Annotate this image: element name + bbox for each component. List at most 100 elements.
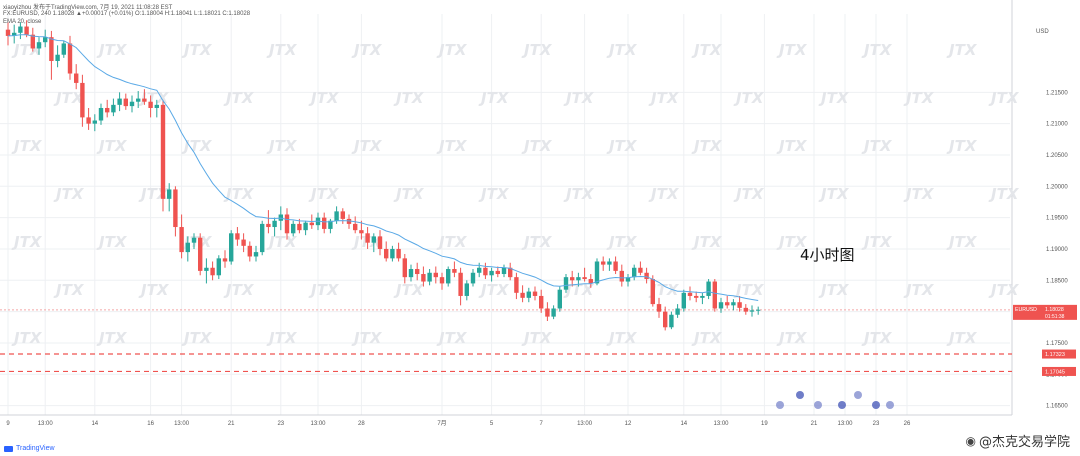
candle-body [557, 289, 562, 309]
watermark-text: JTX [181, 329, 213, 347]
candle-body [309, 222, 314, 226]
watermark-text: JTX [648, 185, 680, 203]
candle-body [619, 270, 624, 282]
candle-body [452, 269, 457, 273]
candle-body [241, 239, 246, 246]
candle-body [570, 277, 575, 281]
candle-body [632, 267, 637, 278]
y-tick-label: 1.18500 [1046, 278, 1068, 284]
candle-body [743, 307, 748, 312]
candle-body [415, 269, 420, 275]
watermark-text: JTX [861, 41, 893, 59]
watermark-text: JTX [53, 89, 85, 107]
watermark-text: JTX [223, 185, 255, 203]
watermark-text: JTX [606, 137, 638, 155]
y-tick-label: 1.19500 [1046, 216, 1068, 222]
candle-body [520, 292, 525, 298]
candle-body [92, 120, 97, 124]
candle-body [18, 26, 23, 33]
event-flag-icon [854, 391, 862, 399]
watermark-text: JTX [393, 185, 425, 203]
watermark-text: JTX [606, 233, 638, 251]
candle-body [421, 274, 426, 282]
candle-body [700, 295, 705, 298]
watermark-text: JTX [903, 89, 935, 107]
watermark-text: JTX [96, 41, 128, 59]
candle-body [123, 98, 128, 107]
y-tick-label: 1.19000 [1046, 247, 1068, 253]
tradingview-label: TradingView [16, 445, 55, 452]
x-tick-label: 13:00 [174, 421, 190, 427]
watermark-text: JTX [691, 329, 723, 347]
x-tick-label: 13:00 [310, 421, 326, 427]
watermark-text: JTX [266, 233, 298, 251]
watermark-text: JTX [308, 185, 340, 203]
tradingview-logo[interactable]: TradingView [4, 445, 55, 452]
candle-body [30, 34, 35, 49]
watermark-text: JTX [648, 281, 680, 299]
x-tick-label: 21 [811, 421, 818, 427]
candle-body [377, 236, 383, 249]
candle-body [86, 117, 91, 124]
candle-body [551, 308, 556, 317]
ema-line [7, 34, 759, 301]
footer-credit: ◉ @杰克交易学院 [965, 431, 1071, 451]
candle-body [36, 42, 42, 49]
watermark-text: JTX [96, 329, 128, 347]
watermark-text: JTX [138, 281, 170, 299]
tradingview-icon [4, 445, 13, 452]
watermark-text: JTX [521, 41, 553, 59]
current-price-tag-bg [1013, 304, 1077, 320]
candle-body [80, 82, 85, 118]
watermark-text: JTX [393, 89, 425, 107]
watermark-text: JTX [436, 329, 468, 347]
watermark-text: JTX [818, 89, 850, 107]
candle-body [644, 272, 649, 280]
grid-layer [0, 0, 1013, 416]
candle-body [148, 101, 153, 108]
candle-body [253, 252, 259, 257]
candle-body [526, 291, 531, 298]
candle-body [508, 267, 513, 278]
level-tag-bg [1042, 366, 1076, 376]
x-tick-label: 21 [228, 421, 235, 427]
watermark-text: JTX [138, 89, 170, 107]
candle-body [353, 223, 358, 231]
x-tick-label: 14 [91, 421, 98, 427]
candle-body [297, 223, 302, 231]
candle-body [495, 270, 500, 275]
candle-body [142, 98, 147, 102]
watermark-text: JTX [606, 41, 638, 59]
weibo-icon: ◉ [965, 433, 976, 448]
watermark-text: JTX [96, 137, 128, 155]
watermark-text: JTX [776, 329, 808, 347]
candle-body [749, 310, 755, 312]
candle-body [260, 223, 265, 253]
candle-body [210, 267, 215, 276]
watermark-text: JTX [223, 89, 255, 107]
y-tick-label: 1.21500 [1046, 90, 1068, 96]
watermark-text: JTX [53, 185, 85, 203]
watermark-text: JTX [606, 329, 638, 347]
watermark-text: JTX [903, 281, 935, 299]
candle-body [681, 292, 686, 309]
candle-body [222, 258, 228, 262]
candle-body [477, 267, 482, 273]
x-tick-label: 7月 [437, 420, 446, 427]
candle-body [49, 37, 54, 61]
candle-body [322, 217, 327, 229]
watermark-text: JTX [733, 185, 765, 203]
watermark-text: JTX [478, 185, 510, 203]
candle-body [129, 101, 135, 107]
event-flag-icon [872, 401, 880, 409]
watermark-text: JTX [733, 281, 765, 299]
candle-body [111, 104, 116, 113]
x-tick-label: 14 [680, 421, 687, 427]
watermark-text: JTX [776, 41, 808, 59]
candle-body [483, 267, 488, 276]
level-tag-label: 1.17323 [1045, 352, 1065, 358]
candle-body [458, 272, 463, 296]
candle-body [675, 308, 680, 315]
y-tick-label: 1.16500 [1046, 404, 1068, 410]
